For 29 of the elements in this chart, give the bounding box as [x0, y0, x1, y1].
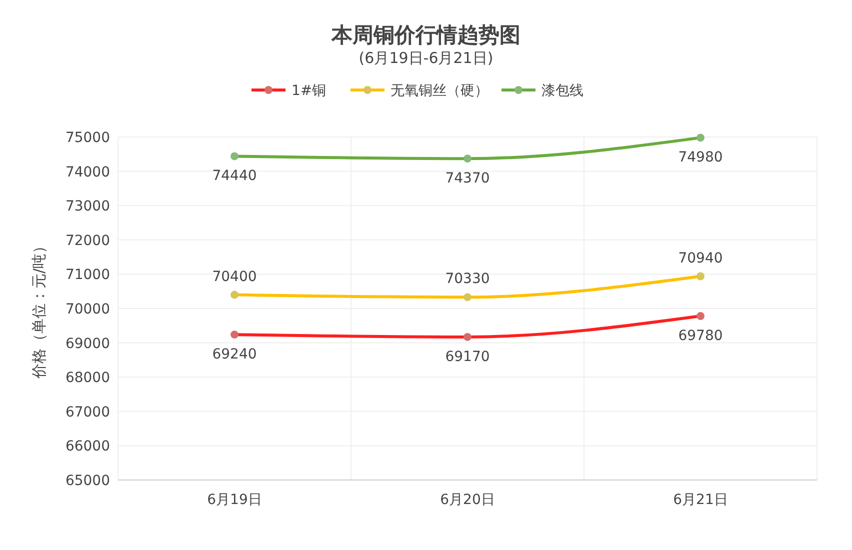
data-label: 69240	[212, 346, 257, 363]
y-tick-label: 68000	[65, 370, 110, 386]
data-label: 69170	[445, 348, 490, 365]
data-label: 69780	[678, 328, 723, 344]
y-tick-label: 71000	[65, 267, 110, 284]
y-tick-label: 65000	[65, 473, 110, 489]
y-tick-label: 72000	[65, 232, 110, 249]
chart-subtitle: (6月19日-6月21日)	[358, 49, 494, 67]
x-tick-label: 6月21日	[673, 492, 728, 508]
data-label: 70400	[212, 268, 257, 285]
legend-label: 1#铜	[292, 83, 326, 99]
data-label: 70330	[445, 271, 490, 288]
y-tick-label: 74000	[65, 164, 110, 180]
y-tick-label: 70000	[65, 302, 110, 318]
y-tick-label: 73000	[65, 198, 110, 215]
chart-title: 本周铜价行情趋势图	[330, 23, 520, 47]
y-tick-label: 67000	[65, 404, 110, 420]
data-label: 74370	[445, 170, 490, 187]
x-tick-label: 6月20日	[440, 492, 495, 508]
y-tick-label: 66000	[65, 438, 110, 455]
legend-label: 无氧铜丝（硬）	[390, 83, 488, 99]
x-tick-label: 6月19日	[207, 492, 262, 508]
y-axis-title: 价格（单位：元/吨）	[30, 238, 48, 380]
y-tick-label: 75000	[65, 130, 110, 146]
data-label: 74980	[678, 150, 723, 166]
y-tick-label: 69000	[65, 336, 110, 352]
legend-label: 漆包线	[542, 83, 584, 99]
data-label: 74440	[212, 168, 257, 184]
data-label: 70940	[678, 250, 723, 266]
